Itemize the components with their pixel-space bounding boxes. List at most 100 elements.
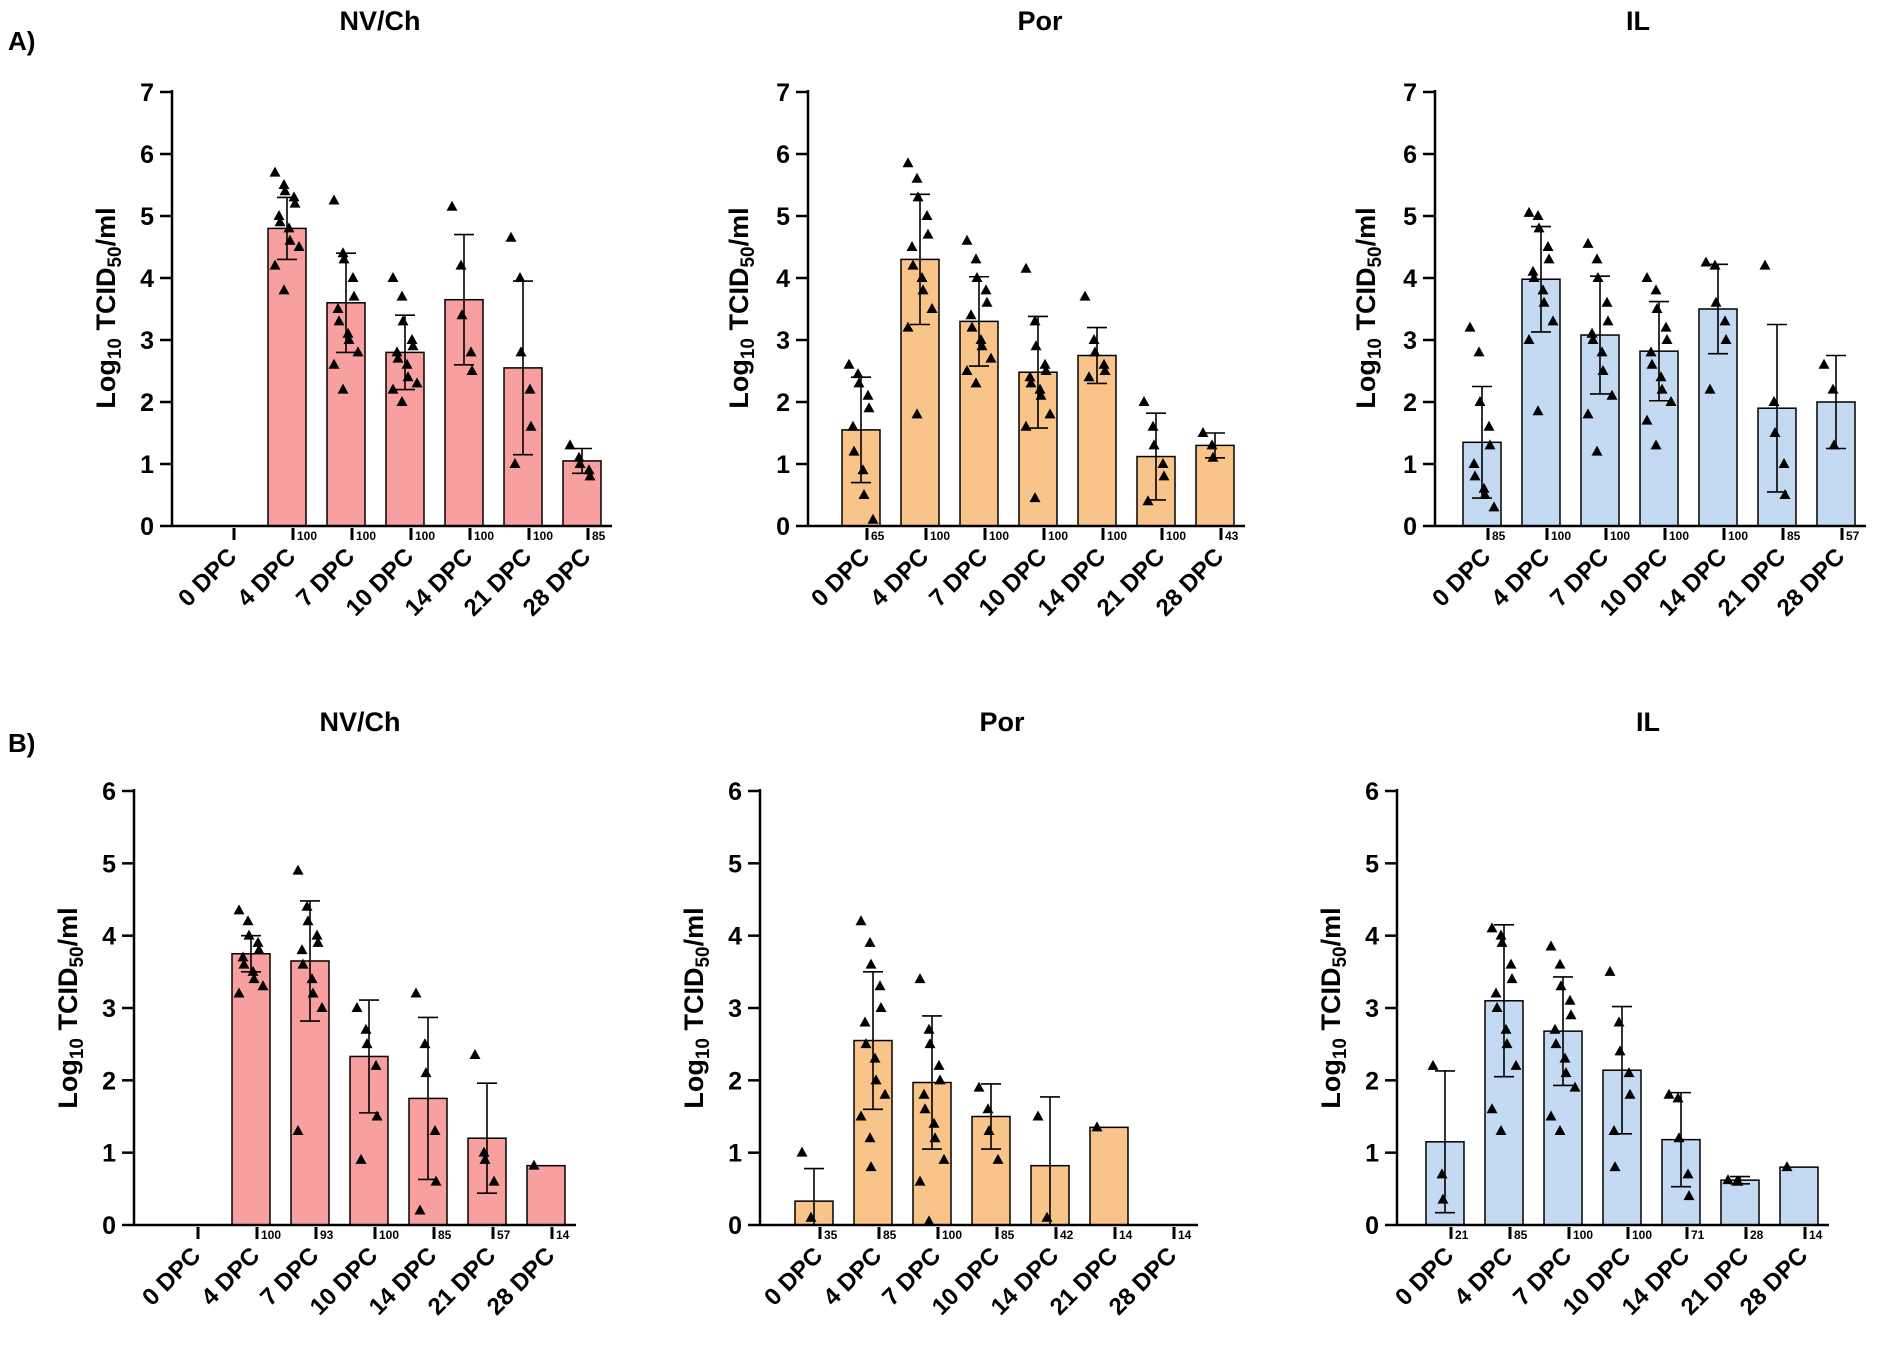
data-point	[902, 157, 914, 168]
data-point	[1039, 358, 1051, 369]
data-point	[906, 241, 918, 251]
data-point	[1098, 358, 1110, 369]
data-point	[796, 1146, 808, 1157]
y-tick-label: 5	[140, 203, 154, 231]
data-point	[1158, 470, 1170, 481]
data-point	[1650, 284, 1662, 295]
data-point	[970, 377, 982, 388]
y-tick-label: 1	[728, 1140, 742, 1168]
data-point	[342, 327, 354, 338]
data-point	[528, 1159, 540, 1170]
data-point	[1495, 1124, 1507, 1135]
data-point	[306, 973, 318, 984]
y-axis-label: Log10 TCID50/ml	[1316, 907, 1351, 1108]
data-point	[1148, 439, 1160, 450]
data-point	[1560, 1067, 1572, 1078]
data-point	[1197, 427, 1209, 437]
data-point	[1828, 439, 1840, 450]
data-point	[870, 1074, 882, 1085]
data-point	[1665, 396, 1677, 406]
data-point	[852, 368, 864, 379]
data-point	[919, 1103, 931, 1114]
data-point	[1040, 365, 1052, 375]
data-point	[921, 210, 933, 220]
percent-label: 42	[1060, 1228, 1074, 1242]
y-tick-label: 3	[776, 327, 790, 355]
data-point	[923, 1215, 935, 1226]
data-point	[1759, 259, 1771, 270]
data-point	[1044, 408, 1056, 419]
data-point	[1732, 1175, 1744, 1186]
data-point	[248, 973, 260, 984]
data-point	[902, 321, 914, 332]
data-point	[1035, 389, 1047, 400]
percent-label: 100	[1166, 529, 1186, 543]
data-point	[1547, 315, 1559, 326]
data-point	[879, 1088, 891, 1099]
y-tick-label: 7	[140, 79, 154, 107]
x-tick-label: 4 DPC	[865, 543, 934, 612]
x-tick-label: 4 DPC	[1486, 543, 1555, 612]
data-point	[918, 1088, 930, 1099]
percent-label: 100	[356, 529, 376, 543]
data-point	[1554, 1124, 1566, 1135]
data-point	[924, 1038, 936, 1049]
data-point	[312, 936, 324, 947]
data-point	[965, 309, 977, 320]
y-axis-label: Log10 TCID50/ml	[724, 207, 759, 408]
data-point	[1722, 1174, 1734, 1185]
chart-title: NV/Ch	[320, 707, 401, 737]
data-point	[1473, 346, 1485, 357]
y-tick-label: 4	[776, 265, 790, 293]
x-tick-label: 4 DPC	[818, 1242, 887, 1311]
data-point	[1532, 405, 1544, 416]
data-point	[1041, 1211, 1053, 1222]
data-point	[976, 340, 988, 351]
data-point	[1604, 965, 1616, 976]
data-point	[848, 445, 860, 456]
data-point	[1592, 272, 1604, 282]
data-point	[283, 222, 295, 233]
x-tick-label: 4 DPC	[1449, 1242, 1518, 1311]
data-point	[456, 309, 468, 320]
data-point	[907, 259, 919, 270]
percent-label: 100	[989, 529, 1009, 543]
data-point	[392, 352, 404, 363]
y-tick-label: 1	[776, 451, 790, 479]
data-point	[805, 1211, 817, 1222]
data-point	[252, 936, 264, 947]
y-tick-label: 0	[1365, 1212, 1379, 1240]
data-point	[1549, 1023, 1561, 1034]
data-point	[874, 980, 886, 991]
percent-label: 100	[1573, 1228, 1593, 1242]
data-point	[1700, 256, 1712, 267]
data-point	[1779, 489, 1791, 499]
data-point	[505, 231, 517, 242]
data-point	[1029, 315, 1041, 326]
data-point	[1537, 284, 1549, 295]
data-point	[301, 900, 313, 911]
percent-label: 100	[1048, 529, 1068, 543]
x-tick-label: 4 DPC	[232, 543, 301, 612]
data-point	[1545, 1110, 1557, 1121]
y-tick-label: 3	[102, 995, 116, 1023]
data-point	[1673, 1132, 1685, 1143]
data-point	[911, 408, 923, 419]
data-point	[1565, 1009, 1577, 1020]
data-point	[274, 216, 286, 227]
data-point	[1483, 420, 1495, 431]
x-tick-label: 0 DPC	[137, 1242, 206, 1311]
data-point	[970, 253, 982, 264]
data-point	[1641, 272, 1653, 282]
y-tick-label: 5	[1365, 850, 1379, 878]
data-point	[1554, 958, 1566, 969]
data-point	[961, 234, 973, 245]
data-point	[1542, 241, 1554, 251]
y-tick-label: 1	[1403, 451, 1417, 479]
data-point	[430, 1175, 442, 1186]
data-point	[479, 1153, 491, 1164]
y-tick-label: 1	[140, 451, 154, 479]
percent-label: 100	[1107, 529, 1127, 543]
data-point	[429, 1124, 441, 1135]
